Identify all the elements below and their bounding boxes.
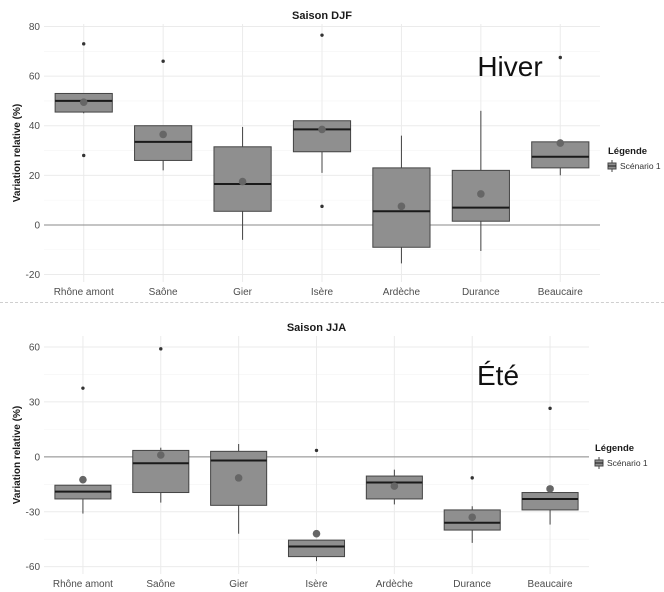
box-iqr (287, 539, 346, 558)
x-tick-label: Durance (453, 579, 491, 590)
outlier-point (548, 406, 552, 411)
mean-point (79, 475, 87, 484)
box-2 (210, 444, 268, 534)
x-tick-label: Saône (146, 579, 175, 590)
x-tick-label: Isère (305, 579, 328, 590)
box-iqr (521, 492, 579, 511)
mean-point (390, 482, 399, 490)
box-iqr (292, 120, 352, 153)
mean-point (477, 190, 485, 198)
y-tick-label: 0 (34, 452, 40, 463)
x-tick-label: Ardèche (383, 287, 421, 298)
y-tick-label: -20 (26, 270, 41, 281)
outlier-point (161, 59, 165, 63)
y-tick-label: 60 (29, 72, 41, 83)
mean-point (468, 513, 477, 522)
y-tick-label: 40 (29, 121, 41, 132)
mean-point (312, 529, 321, 538)
legend-title: Légende (608, 146, 647, 157)
mean-point (79, 98, 88, 106)
x-tick-label: Isère (311, 287, 334, 298)
chart-title: Saison DJF (292, 10, 352, 22)
box-0 (54, 42, 113, 158)
season-annotation: Été (477, 360, 519, 391)
box-2 (213, 126, 272, 240)
panel-divider (0, 302, 664, 303)
mean-point (556, 139, 565, 147)
box-iqr (134, 125, 193, 161)
x-tick-label: Beaucaire (538, 287, 583, 298)
mean-point (156, 451, 165, 459)
outlier-point (320, 33, 324, 37)
y-tick-label: -60 (26, 562, 41, 573)
chart-title: Saison JJA (287, 322, 346, 334)
legend-entry: Scénario 1 (620, 161, 661, 171)
x-tick-label: Rhône amont (54, 287, 114, 298)
box-6 (531, 55, 590, 176)
legend: Légende Scénario 1 (594, 443, 648, 469)
x-tick-label: Rhône amont (53, 579, 113, 590)
x-tick-label: Ardèche (376, 579, 414, 590)
box-6 (521, 406, 579, 525)
season-annotation: Hiver (477, 51, 542, 82)
mean-point (397, 202, 406, 211)
x-tick-label: Durance (462, 287, 500, 298)
x-tick-label: Beaucaire (528, 579, 573, 590)
mean-point (546, 485, 554, 493)
outlier-point (81, 386, 85, 390)
box-3 (292, 33, 352, 209)
outlier-point (558, 55, 562, 60)
legend-title: Légende (595, 443, 634, 454)
y-tick-label: 80 (29, 22, 41, 33)
box-4 (372, 135, 431, 264)
mean-point (318, 125, 326, 134)
mean-point (238, 177, 247, 186)
box-5 (443, 476, 501, 543)
outlier-point (314, 448, 319, 453)
box-4 (365, 469, 423, 505)
boxplot-chart-0: -20 0 20 40 60 80 Rhône amont Saône Gier Isère Ard… (12, 10, 661, 298)
outlier-point (470, 476, 474, 480)
outlier-point (320, 204, 324, 209)
y-axis-label: Variation relative (%) (12, 104, 23, 202)
box-5 (451, 110, 510, 251)
box-1 (132, 347, 190, 503)
legend-entry: Scénario 1 (607, 458, 648, 468)
x-tick-label: Saône (149, 287, 178, 298)
x-tick-label: Gier (229, 579, 249, 590)
y-tick-label: 0 (34, 220, 40, 231)
y-tick-label: 30 (29, 397, 41, 408)
legend: Légende Scénario 1 (607, 146, 661, 172)
outlier-point (159, 347, 163, 351)
mean-point (234, 474, 243, 482)
y-tick-label: 60 (29, 342, 41, 353)
y-tick-label: -30 (26, 507, 41, 518)
x-tick-label: Gier (233, 287, 253, 298)
box-0 (54, 386, 112, 514)
box-1 (134, 59, 193, 171)
outlier-point (82, 42, 86, 46)
boxplot-chart-1: -60 -30 0 30 60 Rhône amont Saône Gier Isère Ardè… (12, 322, 648, 590)
outlier-point (82, 153, 86, 158)
y-tick-label: 20 (29, 171, 41, 182)
y-axis-label: Variation relative (%) (12, 406, 23, 504)
box-3 (287, 448, 346, 562)
mean-point (159, 130, 167, 139)
